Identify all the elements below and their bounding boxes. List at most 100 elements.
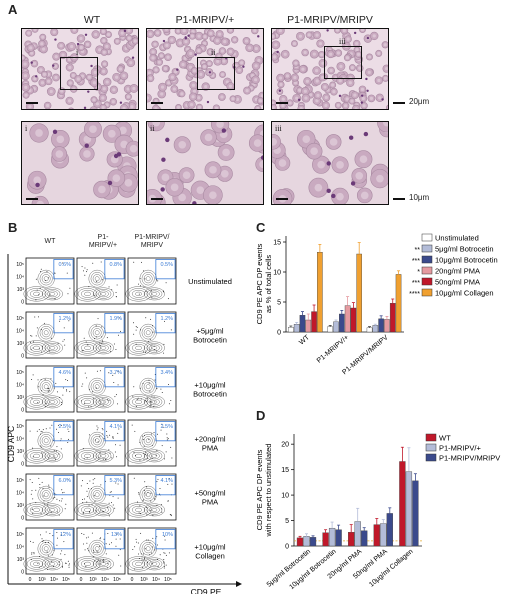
flow-plot: 4.1% — [125, 473, 177, 521]
contour-line — [143, 287, 165, 301]
contour-line — [151, 508, 158, 512]
event-dot — [89, 480, 91, 482]
x-tick-label: 10⁵ — [113, 577, 121, 583]
flow-cytometry-grid: CD9 APC CD9 PE 0.6% 10⁵ 10⁴ 10³ 0 0.8% 0.5% Unsti… — [6, 254, 242, 594]
event-dot — [87, 536, 89, 538]
cell-center — [323, 85, 327, 89]
event-dot — [38, 566, 40, 568]
event-dot — [92, 482, 94, 484]
contour-line — [151, 400, 158, 404]
significance-mark: *** — [412, 258, 420, 265]
event-dot — [88, 510, 90, 512]
event-dot — [134, 546, 136, 548]
event-dot — [86, 490, 88, 492]
contour-line — [94, 438, 100, 444]
flow-plot: 0.8% — [74, 257, 126, 305]
event-dot — [67, 478, 69, 480]
event-dot — [111, 502, 113, 504]
event-dot — [37, 386, 39, 388]
cell-center — [161, 173, 170, 182]
event-dot — [138, 493, 140, 495]
event-dot — [171, 483, 173, 485]
event-dot — [61, 498, 63, 500]
event-dot — [84, 549, 86, 551]
event-dot — [109, 452, 111, 454]
scale-legend-bar-top — [393, 102, 405, 104]
event-dot — [38, 477, 40, 479]
event-dot — [49, 294, 51, 296]
cell-center — [214, 106, 219, 109]
event-dot — [163, 352, 165, 354]
contour-line — [143, 328, 153, 338]
cell-center — [312, 52, 316, 56]
x-axis-label: CD9 PE — [191, 587, 222, 594]
platelet — [242, 65, 245, 68]
cell-center — [40, 42, 44, 46]
platelet — [160, 187, 165, 192]
condition-label: +10μg/ml — [194, 381, 226, 390]
condition-label: +20ng/ml — [194, 435, 225, 444]
cell-center — [307, 33, 311, 37]
event-dot — [64, 554, 66, 556]
event-dot — [170, 515, 172, 517]
contour-line — [100, 292, 107, 296]
event-dot — [52, 535, 54, 537]
event-dot — [153, 497, 155, 499]
event-dot — [97, 561, 99, 563]
platelet — [353, 31, 357, 35]
event-dot — [99, 538, 101, 540]
cell-center — [259, 160, 263, 169]
y-tick-label: 0 — [21, 516, 24, 522]
event-dot — [39, 445, 41, 447]
cell-center — [354, 107, 358, 109]
bar — [317, 252, 323, 333]
contour-line — [26, 342, 47, 354]
event-dot — [81, 266, 83, 268]
event-dot — [92, 556, 94, 558]
event-dot — [86, 271, 88, 273]
contour-line — [131, 560, 146, 568]
event-dot — [142, 499, 144, 501]
cell-center — [348, 81, 352, 85]
event-dot — [114, 451, 116, 453]
event-dot — [42, 487, 44, 489]
event-dot — [48, 387, 50, 389]
cell-center — [102, 87, 106, 91]
cell-center — [54, 75, 58, 80]
legend-swatch — [421, 277, 433, 286]
contour-line — [143, 490, 153, 500]
cell-center — [170, 75, 175, 79]
event-dot — [114, 396, 116, 398]
event-dot — [68, 431, 70, 433]
event-dot — [134, 430, 136, 432]
contour-line — [44, 451, 61, 461]
event-dot — [138, 293, 140, 295]
bar — [380, 523, 387, 547]
event-dot — [53, 387, 55, 389]
event-dot — [139, 459, 141, 461]
event-dot — [52, 497, 54, 499]
cell-center — [41, 35, 45, 39]
cell-center — [184, 39, 188, 44]
event-dot — [30, 341, 32, 343]
event-dot — [85, 565, 87, 567]
event-dot — [134, 455, 136, 457]
cell-center — [331, 83, 335, 87]
cell-center — [133, 39, 137, 43]
event-dot — [66, 390, 68, 392]
event-dot — [146, 514, 148, 516]
event-dot — [56, 511, 58, 513]
event-dot — [93, 495, 95, 497]
contour-line — [43, 546, 49, 552]
contour-line — [41, 341, 63, 355]
event-dot — [60, 438, 62, 440]
platelet — [276, 50, 279, 54]
event-dot — [135, 538, 137, 540]
contour-line — [29, 290, 44, 298]
y-tick-label: 10⁴ — [16, 383, 24, 389]
cell-center — [151, 50, 155, 54]
cell-center — [256, 106, 260, 109]
contour-line — [23, 448, 50, 464]
x-tick-label: 10³ — [38, 577, 46, 583]
event-dot — [160, 388, 162, 390]
